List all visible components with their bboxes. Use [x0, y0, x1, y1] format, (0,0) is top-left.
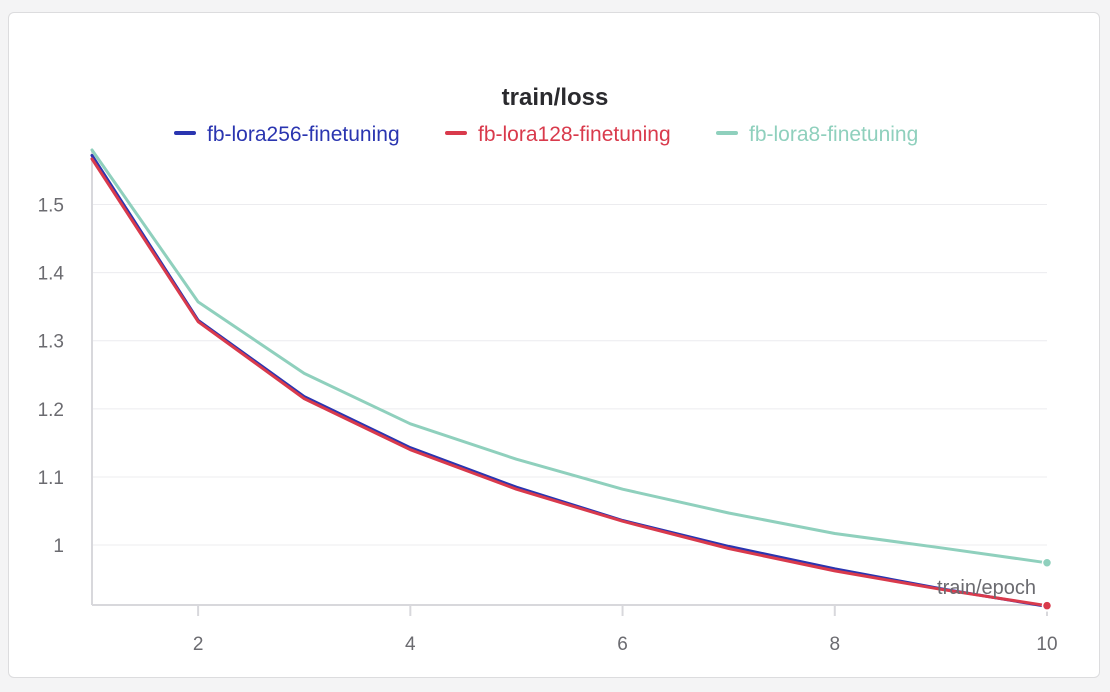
end-markers: [1041, 557, 1053, 612]
y-tick-label: 1.5: [38, 195, 64, 216]
x-axis-label: train/epoch: [937, 577, 1036, 599]
axes: [91, 150, 1048, 616]
y-tick-label: 1: [53, 536, 64, 557]
series-lines: [90, 148, 1049, 608]
series-line-fb-lora128-finetuning[interactable]: [90, 157, 1049, 608]
x-tick-label: 8: [829, 634, 840, 655]
y-tick-label: 1.1: [38, 468, 64, 489]
series-line-fb-lora8-finetuning[interactable]: [90, 148, 1049, 565]
y-tick-label: 1.2: [38, 400, 64, 421]
y-tick-labels: 1.5 1.4 1.3 1.2 1.1 1: [38, 195, 65, 557]
y-tick-label: 1.3: [38, 332, 64, 353]
y-tick-label: 1.4: [38, 264, 65, 285]
series-line-fb-lora256-finetuning[interactable]: [90, 153, 1049, 608]
x-tick-label: 6: [617, 634, 628, 655]
x-tick-label: 4: [405, 634, 416, 655]
grid-lines: [92, 203, 1047, 546]
series-end-point: [1041, 557, 1053, 569]
x-tick-labels: 2 4 6 8 10: [193, 634, 1058, 655]
legend-label[interactable]: fb-lora256-finetuning: [207, 123, 400, 146]
legend-label[interactable]: fb-lora8-finetuning: [749, 123, 918, 146]
series-end-point: [1041, 600, 1053, 611]
legend[interactable]: fb-lora256-finetuning fb-lora128-finetuni…: [174, 123, 918, 146]
legend-label[interactable]: fb-lora128-finetuning: [478, 123, 671, 146]
chart-title: train/loss: [502, 84, 609, 111]
chart-panel: [8, 12, 1100, 678]
x-tick-label: 2: [193, 634, 204, 655]
x-tick-label: 10: [1036, 634, 1057, 655]
